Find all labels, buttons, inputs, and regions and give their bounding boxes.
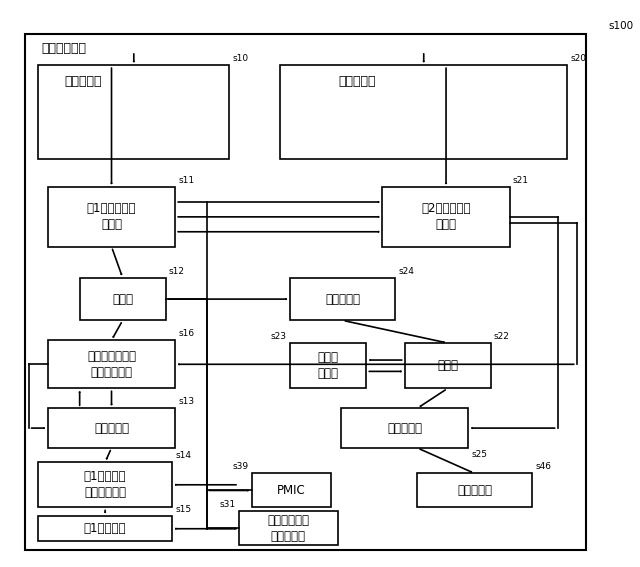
Text: 第1リクエスト
処理部: 第1リクエスト 処理部 [87, 202, 136, 231]
Text: アクティブ状態
フラグ管理部: アクティブ状態 フラグ管理部 [87, 350, 136, 379]
Text: s13: s13 [179, 397, 195, 406]
Text: 通知部: 通知部 [112, 293, 133, 306]
Bar [382, 187, 509, 247]
Bar [48, 187, 175, 247]
Text: PMIC: PMIC [277, 484, 306, 497]
Bar [48, 408, 175, 448]
Text: 第1デバイス
コントローラ: 第1デバイス コントローラ [84, 470, 126, 500]
Bar [26, 34, 586, 550]
Text: s22: s22 [494, 332, 509, 341]
Text: クロック制御
モジュール: クロック制御 モジュール [268, 514, 309, 543]
Bar [38, 65, 229, 159]
Text: s15: s15 [175, 505, 191, 514]
Bar [404, 343, 491, 388]
Text: s100: s100 [609, 20, 634, 31]
Bar [48, 340, 175, 388]
Text: プロセッサ: プロセッサ [457, 484, 492, 497]
Text: s11: s11 [179, 176, 195, 185]
Bar [38, 462, 172, 507]
Bar [239, 511, 338, 545]
Text: s21: s21 [513, 176, 529, 185]
Text: s10: s10 [232, 54, 249, 63]
Text: s25: s25 [472, 450, 488, 459]
Text: s14: s14 [175, 451, 191, 460]
Text: s23: s23 [271, 332, 287, 341]
Text: 記憶部: 記憶部 [437, 359, 458, 372]
Bar [280, 65, 567, 159]
Bar [79, 278, 166, 320]
Text: 情報処理装置: 情報処理装置 [42, 42, 86, 54]
Text: s16: s16 [179, 329, 195, 338]
Text: s20: s20 [570, 54, 586, 63]
Text: s31: s31 [220, 500, 236, 509]
Text: s24: s24 [398, 266, 414, 276]
Text: タイマ
設定部: タイマ 設定部 [317, 351, 339, 380]
Text: 第１実行部: 第１実行部 [94, 422, 129, 434]
Text: 通知受信部: 通知受信部 [325, 293, 360, 306]
Text: 第1デバイス: 第1デバイス [84, 522, 126, 535]
Text: 第２実行部: 第２実行部 [387, 422, 422, 434]
Text: s39: s39 [232, 462, 248, 471]
Text: s12: s12 [169, 266, 185, 276]
Bar [290, 278, 395, 320]
Text: s46: s46 [535, 462, 551, 471]
Text: 第2リクエスト
処理部: 第2リクエスト 処理部 [421, 202, 471, 231]
Bar [38, 516, 172, 541]
Bar [290, 343, 366, 388]
Bar [417, 473, 532, 507]
Text: 第１制御部: 第１制御部 [64, 75, 102, 88]
Text: 第２制御部: 第２制御部 [338, 75, 376, 88]
Bar [252, 473, 332, 507]
Bar [341, 408, 468, 448]
